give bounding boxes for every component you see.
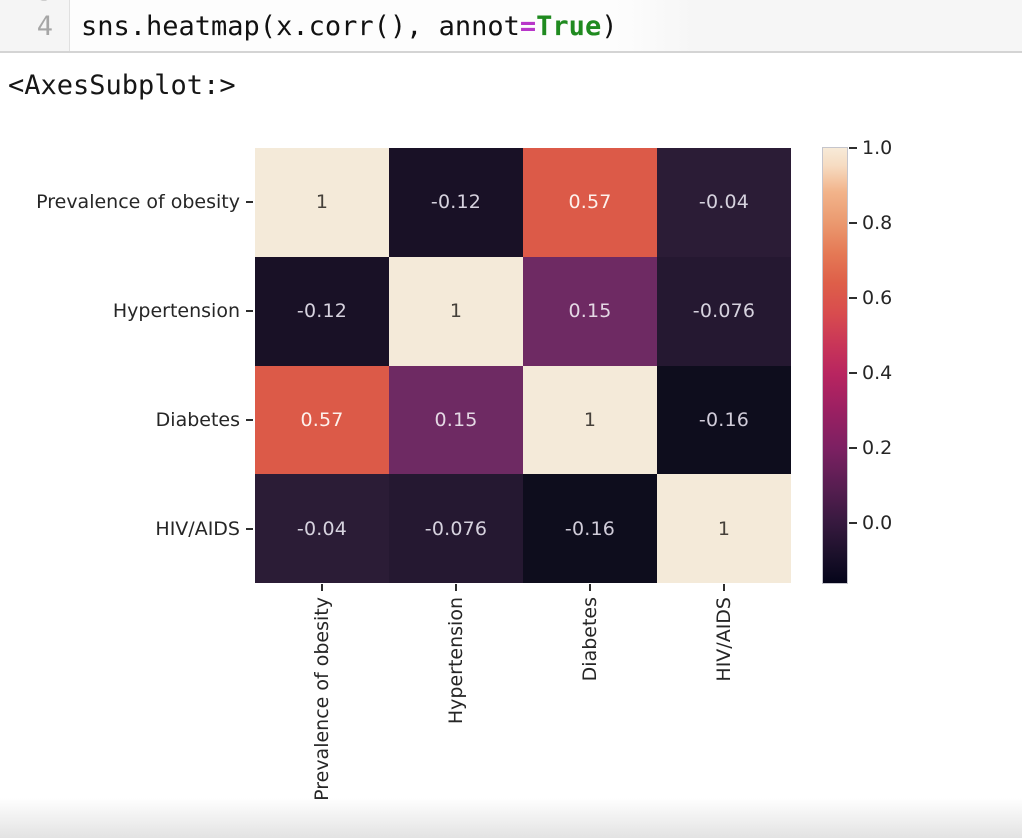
colorbar-tick-mark <box>849 147 857 149</box>
heatmap-cell: -0.076 <box>657 256 791 366</box>
line-number: 4 <box>36 11 53 42</box>
line-number-gutter: 3 4 <box>0 0 70 51</box>
heatmap-cell: 1 <box>657 474 791 583</box>
heatmap-cell: -0.04 <box>255 474 389 583</box>
y-tick-mark <box>246 418 253 421</box>
code-text-close: ) <box>601 11 618 42</box>
x-tick-mark <box>723 584 725 591</box>
y-tick-mark <box>246 310 253 313</box>
x-tick-label: Diabetes <box>579 597 601 682</box>
heatmap-cell: 1 <box>389 256 523 366</box>
code-operator: = <box>519 11 537 42</box>
code-line[interactable]: sns.heatmap(x.corr(), annot=True) <box>81 11 617 42</box>
heatmap-cell: 1 <box>255 148 389 257</box>
heatmap-cell: -0.12 <box>255 256 389 366</box>
y-tick-mark <box>246 527 253 530</box>
colorbar-tick-mark <box>849 297 857 299</box>
heatmap-cell: -0.16 <box>657 365 791 475</box>
colorbar-tick-label: 0.6 <box>862 287 893 309</box>
heatmap-cell: 0.15 <box>523 256 657 366</box>
colorbar-tick-label: 0.2 <box>862 437 893 459</box>
heatmap-cell: -0.076 <box>389 474 523 583</box>
heatmap-cell: -0.12 <box>389 148 523 257</box>
y-tick-label: Hypertension <box>112 300 240 323</box>
execution-result-text: <AxesSubplot:> <box>8 70 236 101</box>
y-tick-label: Diabetes <box>155 408 240 431</box>
x-tick-label: Hypertension <box>445 597 467 725</box>
heatmap-cell: -0.16 <box>523 474 657 583</box>
heatmap-grid: 1 -0.12 0.57 -0.04 -0.12 1 0.15 -0.076 0.57 0.15 1… <box>255 148 791 583</box>
code-input[interactable]: sns.heatmap(x.corr(), annot=True) <box>70 0 1022 51</box>
heatmap-cell: 1 <box>523 365 657 475</box>
heatmap-cell: 0.57 <box>523 148 657 257</box>
x-tick-label: HIV/AIDS <box>713 597 735 682</box>
code-cell: 3 4 sns.heatmap(x.corr(), annot=True) <box>0 0 1022 53</box>
x-tick-mark <box>321 584 323 591</box>
colorbar-tick-label: 1.0 <box>862 137 893 159</box>
colorbar-tick-mark <box>849 447 857 449</box>
colorbar-tick-mark <box>849 372 857 374</box>
colorbar-tick-label: 0.4 <box>862 362 893 384</box>
heatmap-cell: 0.57 <box>255 365 389 475</box>
colorbar-tick-label: 0.8 <box>862 212 893 234</box>
colorbar-tick-mark <box>849 522 857 524</box>
colorbar <box>822 147 848 584</box>
code-text: sns.heatmap(x.corr(), annot <box>81 11 520 42</box>
line-number-previous: 3 <box>37 0 53 7</box>
x-tick-mark <box>589 584 591 591</box>
code-keyword: True <box>536 11 602 42</box>
heatmap-figure: 1 -0.12 0.57 -0.04 -0.12 1 0.15 -0.076 0.57 0.15 1… <box>0 110 1022 810</box>
y-tick-label: HIV/AIDS <box>155 517 240 540</box>
heatmap-cell: -0.04 <box>657 148 791 257</box>
x-tick-label: Prevalence of obesity <box>311 597 333 801</box>
colorbar-tick-mark <box>849 222 857 224</box>
x-tick-mark <box>455 584 457 591</box>
y-tick-label: Prevalence of obesity <box>36 191 240 214</box>
heatmap-cell: 0.15 <box>389 365 523 475</box>
colorbar-tick-label: 0.0 <box>862 512 893 534</box>
y-tick-mark <box>246 201 253 204</box>
page-bottom-fade <box>0 798 1022 838</box>
